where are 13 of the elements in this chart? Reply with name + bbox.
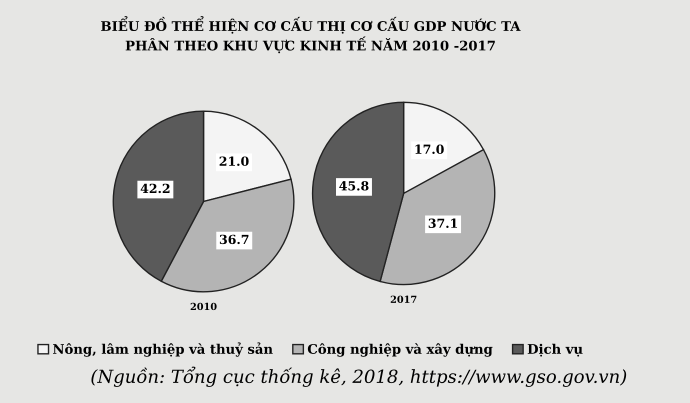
data-label: 45.8 (339, 181, 369, 191)
data-label: 42.2 (140, 184, 170, 194)
legend-label: Dịch vụ (528, 344, 583, 357)
text: (Nguồn: Tổng cục thống kê, 2018, https://www.gso.gov.vn) (91, 366, 626, 387)
data-label: 37.1 (428, 218, 458, 228)
data-label: 17.0 (415, 144, 444, 154)
legend-label: Công nghiệp và xây dựng (308, 343, 492, 357)
legend-label: Nông, lâm nghiệp và thuỷ sản (53, 342, 273, 357)
text: 2010 (190, 302, 217, 310)
chart-title: BIỂU ĐỒ THỂ HIỆN CƠ CẤU THỊ CƠ CẤU GDP NƯỚC TA PHÂN THEO KHU VỰC KINH TẾ NĂM 2010 -2017 (101, 16, 521, 54)
data-label: 36.7 (220, 234, 248, 244)
data-label: 21.0 (220, 156, 249, 166)
text: 2017 (390, 296, 416, 303)
